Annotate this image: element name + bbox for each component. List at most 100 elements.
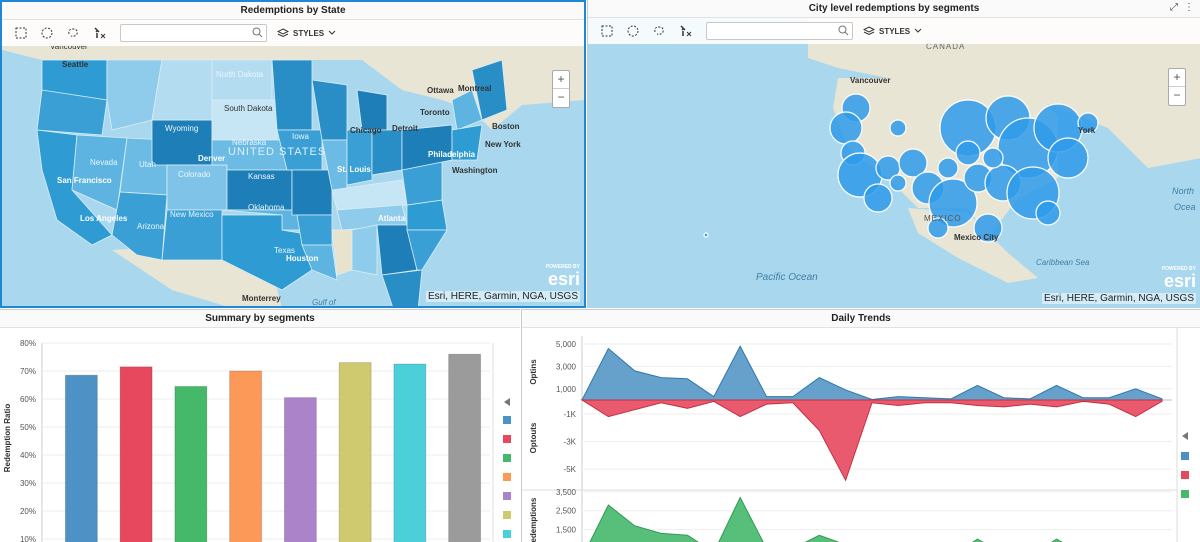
search-field[interactable] <box>120 24 267 42</box>
state-region[interactable] <box>471 59 508 121</box>
state-region[interactable] <box>296 214 333 246</box>
esri-logo: POWERED BY esri <box>545 264 580 289</box>
y-tick-label: -3K <box>564 438 577 447</box>
state-region[interactable] <box>151 59 213 121</box>
rect-select-icon[interactable] <box>596 21 618 41</box>
city-bubble[interactable] <box>1077 112 1099 134</box>
styles-label: STYLES <box>879 26 911 36</box>
circle-select-icon[interactable] <box>36 23 58 43</box>
state-region[interactable] <box>111 191 168 261</box>
clear-selection-icon[interactable] <box>88 23 110 43</box>
styles-label: STYLES <box>293 28 325 38</box>
state-region[interactable] <box>406 229 448 271</box>
state-region[interactable] <box>371 129 403 176</box>
rect-select-icon[interactable] <box>10 23 32 43</box>
zoom-out-button[interactable]: − <box>1173 88 1181 102</box>
y-tick-label: 20% <box>20 507 36 516</box>
legend-swatch <box>1181 471 1189 479</box>
styles-dropdown[interactable]: STYLES <box>863 26 922 36</box>
map-label: Toronto <box>420 108 450 117</box>
y-tick-label: 3,500 <box>556 488 577 497</box>
optouts-area <box>580 399 1163 482</box>
legend-swatch <box>503 435 511 443</box>
map-label: Kansas <box>248 172 275 181</box>
layers-icon <box>277 28 289 38</box>
map-label: Utah <box>139 160 156 169</box>
y-axis-title: Optouts <box>529 422 538 453</box>
city-bubble[interactable] <box>1035 200 1061 226</box>
city-bubble[interactable] <box>703 232 709 238</box>
search-input[interactable] <box>121 25 246 41</box>
city-bubble-map[interactable]: CANADA Vancouver MEXICO Mexico City Paci… <box>588 18 1200 308</box>
city-bubble[interactable] <box>928 178 978 228</box>
map-label: Pacific Ocean <box>756 272 818 283</box>
city-bubble[interactable] <box>863 183 893 213</box>
map-label: South Dakota <box>224 104 273 113</box>
state-region[interactable] <box>291 169 333 216</box>
city-bubble[interactable] <box>1047 137 1089 179</box>
state-region[interactable] <box>36 89 108 136</box>
lasso-select-icon[interactable] <box>648 21 670 41</box>
zoom-in-button[interactable]: + <box>553 71 569 89</box>
search-field[interactable] <box>706 22 853 40</box>
city-bubble[interactable] <box>898 148 928 178</box>
legend-swatch <box>503 530 511 538</box>
state-region[interactable] <box>451 124 483 161</box>
panel-title: City level redemptions by segments <box>588 0 1200 18</box>
map-label: Caribbean Sea <box>1036 258 1090 267</box>
state-choropleth-map[interactable]: Vancouver Seattle North Dakota South Dak… <box>2 20 584 306</box>
city-bubble[interactable] <box>955 140 981 166</box>
map-label: Wyoming <box>165 124 199 133</box>
city-map-panel: City level redemptions by segments ⤢ ⋮ S… <box>587 0 1200 308</box>
legend-collapse-icon <box>1182 432 1188 440</box>
panel-title: Redemptions by State <box>2 2 584 20</box>
map-label: North Dakota <box>216 70 264 79</box>
legend-swatch <box>503 454 511 462</box>
map-label: Texas <box>274 246 295 255</box>
search-input[interactable] <box>707 23 832 39</box>
city-bubble[interactable] <box>973 213 1003 243</box>
chevron-down-icon <box>328 30 336 35</box>
bar <box>229 370 263 542</box>
city-bubble[interactable] <box>982 147 1004 169</box>
state-region[interactable] <box>211 59 273 101</box>
y-tick-label: 30% <box>20 479 36 488</box>
zoom-out-button[interactable]: − <box>557 90 565 104</box>
expand-icon[interactable]: ⤢ <box>1170 2 1178 13</box>
state-region[interactable] <box>301 244 338 281</box>
state-region[interactable] <box>271 59 313 131</box>
zoom-in-button[interactable]: + <box>1169 69 1185 87</box>
map-label: Seattle <box>62 60 89 69</box>
map-label: North <box>1172 186 1195 196</box>
map-label: Nevada <box>90 158 118 167</box>
state-region[interactable] <box>351 224 378 276</box>
map-label: Ottawa <box>427 86 454 95</box>
bar <box>448 353 482 542</box>
search-icon[interactable] <box>252 27 263 38</box>
state-region[interactable] <box>106 59 163 131</box>
map-attribution: Esri, HERE, Garmin, NGA, USGS <box>425 291 580 302</box>
map-label: Ocea <box>1174 202 1196 212</box>
city-bubble[interactable] <box>829 111 863 145</box>
city-bubble[interactable] <box>927 217 949 239</box>
city-bubble[interactable] <box>889 174 907 192</box>
map-label: Detroit <box>392 124 418 133</box>
more-options-icon[interactable]: ⋮ <box>1184 2 1194 13</box>
state-region[interactable] <box>381 269 423 306</box>
state-region[interactable] <box>356 89 388 131</box>
styles-dropdown[interactable]: STYLES <box>277 28 336 38</box>
circle-select-icon[interactable] <box>622 21 644 41</box>
y-tick-label: 1,000 <box>556 385 577 394</box>
state-map-panel: Redemptions by State STYLES <box>0 0 586 308</box>
lasso-select-icon[interactable] <box>62 23 84 43</box>
clear-selection-icon[interactable] <box>674 21 696 41</box>
y-tick-label: 5,000 <box>556 340 577 349</box>
city-bubble[interactable] <box>889 119 907 137</box>
state-region[interactable] <box>346 129 373 186</box>
legend-swatch <box>1181 452 1189 460</box>
map-label: Montreal <box>458 84 492 93</box>
panel-corner-icons: ⤢ ⋮ <box>1170 2 1194 13</box>
city-bubble[interactable] <box>937 157 959 179</box>
search-icon[interactable] <box>838 25 849 36</box>
y-tick-label: 10% <box>20 535 36 542</box>
